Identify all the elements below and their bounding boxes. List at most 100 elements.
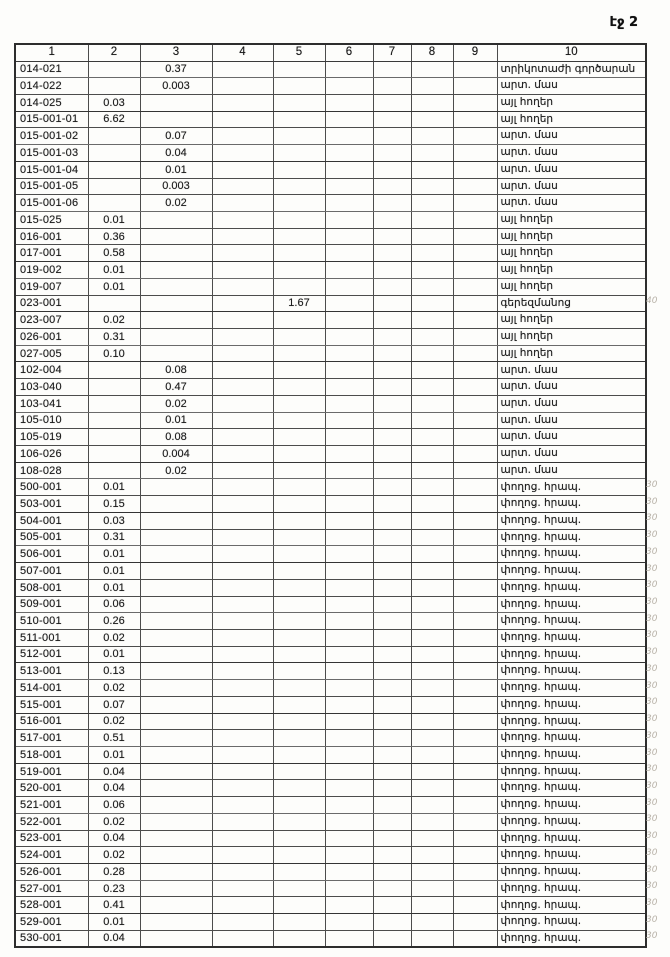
empty-cell bbox=[211, 160, 274, 179]
empty-cell bbox=[211, 695, 274, 714]
empty-cell bbox=[410, 779, 454, 798]
empty-cell bbox=[410, 60, 454, 79]
empty-cell bbox=[272, 411, 326, 430]
empty-cell bbox=[410, 394, 454, 413]
empty-cell bbox=[372, 294, 412, 313]
parcel-code-cell: 504-001 bbox=[14, 511, 89, 530]
empty-cell bbox=[272, 695, 326, 714]
margin-mark: 30 bbox=[646, 714, 658, 725]
empty-cell bbox=[272, 160, 326, 179]
parcel-code-cell: 524-001 bbox=[14, 846, 89, 864]
empty-cell bbox=[410, 194, 454, 212]
empty-cell bbox=[139, 929, 213, 948]
empty-cell bbox=[211, 829, 274, 848]
empty-cell bbox=[324, 110, 374, 129]
land-type-cell: այլ հողեր bbox=[496, 261, 647, 279]
table-row: 517-001 0.51 փողոց. հրապ. bbox=[14, 729, 647, 747]
empty-cell bbox=[452, 478, 498, 497]
margin-mark: 30 bbox=[646, 496, 658, 507]
empty-cell bbox=[452, 863, 498, 881]
table-row: 529-001 0.01 փողոց. հրապ. bbox=[14, 913, 647, 931]
empty-cell bbox=[211, 796, 274, 814]
empty-cell bbox=[324, 846, 374, 864]
area-value-cell: 0.04 bbox=[87, 779, 141, 798]
empty-cell bbox=[452, 846, 498, 864]
land-type-cell: արտ. մաս bbox=[496, 461, 647, 480]
parcel-code-cell: 527-001 bbox=[14, 879, 89, 898]
empty-cell bbox=[87, 294, 141, 313]
area-value-cell: 0.02 bbox=[139, 461, 213, 480]
area-value-cell: 0.04 bbox=[87, 829, 141, 848]
margin-mark: 30 bbox=[646, 563, 658, 574]
table-row: 515-001 0.07 փողոց. հրապ. bbox=[14, 695, 647, 714]
area-value-cell: 0.004 bbox=[139, 445, 213, 463]
land-type-cell: փողոց. հրապ. bbox=[496, 528, 647, 547]
margin-mark: 30 bbox=[646, 546, 658, 557]
column-header: 2 bbox=[87, 43, 141, 62]
empty-cell bbox=[139, 261, 213, 279]
empty-cell bbox=[272, 461, 326, 480]
area-value-cell: 0.01 bbox=[139, 411, 213, 430]
empty-cell bbox=[452, 562, 498, 580]
empty-cell bbox=[324, 227, 374, 246]
empty-cell bbox=[410, 328, 454, 346]
margin-mark: 30 bbox=[646, 647, 658, 658]
empty-cell bbox=[272, 428, 326, 447]
empty-cell bbox=[452, 344, 498, 363]
table-row: 023-007 0.02 այլ հողեր bbox=[14, 311, 647, 329]
empty-cell bbox=[139, 528, 213, 547]
parcel-code-cell: 530-001 bbox=[14, 929, 89, 948]
area-value-cell: 0.02 bbox=[87, 311, 141, 329]
empty-cell bbox=[324, 328, 374, 346]
land-type-cell: փողոց. հրապ. bbox=[496, 578, 647, 597]
land-type-cell: փողոց. հրապ. bbox=[496, 495, 647, 513]
empty-cell bbox=[211, 662, 274, 681]
empty-cell bbox=[139, 695, 213, 714]
empty-cell bbox=[410, 562, 454, 580]
empty-cell bbox=[272, 762, 326, 781]
table-row: 014-025 0.03 այլ հողեր bbox=[14, 93, 647, 112]
empty-cell bbox=[272, 595, 326, 614]
table-row: 105-019 0.08 արտ. մաս bbox=[14, 428, 647, 447]
land-type-cell: արտ. մաս bbox=[496, 445, 647, 463]
parcel-code-cell: 015-001-01 bbox=[14, 110, 89, 129]
empty-cell bbox=[272, 528, 326, 547]
parcel-code-cell: 508-001 bbox=[14, 578, 89, 597]
parcel-code-cell: 500-001 bbox=[14, 478, 89, 497]
empty-cell bbox=[452, 829, 498, 848]
margin-mark: 30 bbox=[646, 513, 658, 524]
land-type-cell: արտ. մաս bbox=[496, 144, 647, 162]
empty-cell bbox=[372, 779, 412, 798]
parcel-code-cell: 523-001 bbox=[14, 829, 89, 848]
empty-cell bbox=[372, 846, 412, 864]
empty-cell bbox=[211, 344, 274, 363]
land-type-cell: արտ. մաս bbox=[496, 378, 647, 396]
land-type-cell: փողոց. հրապ. bbox=[496, 779, 647, 798]
table-row: 017-001 0.58 այլ հողեր bbox=[14, 244, 647, 263]
table-row: 105-010 0.01 արտ. մաս bbox=[14, 411, 647, 430]
land-type-cell: փողոց. հրապ. bbox=[496, 796, 647, 814]
land-type-cell: փողոց. հրապ. bbox=[496, 829, 647, 848]
empty-cell bbox=[452, 762, 498, 781]
empty-cell bbox=[324, 210, 374, 229]
empty-cell bbox=[452, 662, 498, 681]
empty-cell bbox=[324, 628, 374, 647]
parcel-code-cell: 014-022 bbox=[14, 77, 89, 95]
empty-cell bbox=[324, 127, 374, 146]
parcel-code-cell: 528-001 bbox=[14, 896, 89, 915]
empty-cell bbox=[324, 545, 374, 564]
parcel-code-cell: 510-001 bbox=[14, 612, 89, 630]
empty-cell bbox=[211, 495, 274, 513]
parcel-code-cell: 106-026 bbox=[14, 445, 89, 463]
parcel-code-cell: 015-001-03 bbox=[14, 144, 89, 162]
area-value-cell: 0.08 bbox=[139, 428, 213, 447]
empty-cell bbox=[372, 913, 412, 931]
empty-cell bbox=[372, 578, 412, 597]
parcel-code-cell: 019-007 bbox=[14, 277, 89, 296]
empty-cell bbox=[272, 879, 326, 898]
area-value-cell: 0.47 bbox=[139, 378, 213, 396]
column-header: 10 bbox=[496, 43, 647, 62]
empty-cell bbox=[410, 812, 454, 831]
empty-cell bbox=[372, 796, 412, 814]
parcel-code-cell: 512-001 bbox=[14, 645, 89, 664]
